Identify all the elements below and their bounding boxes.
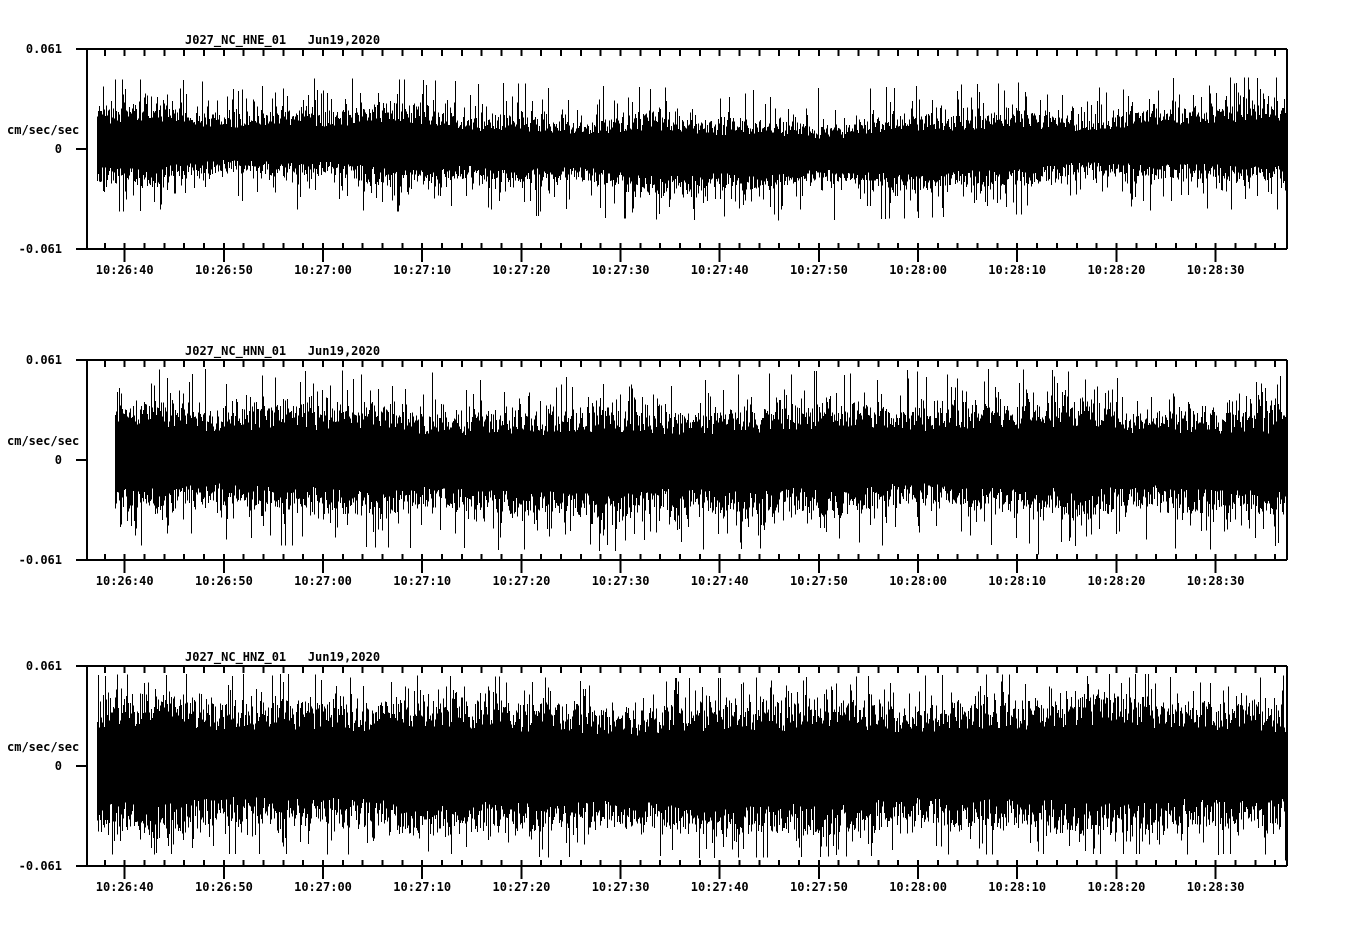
x-tick-label: 10:26:40 [96, 880, 154, 894]
x-tick-label: 10:26:50 [195, 880, 253, 894]
x-tick-label: 10:27:10 [393, 574, 451, 588]
panel-title: J027_NC_HNN_01 Jun19,2020 [185, 344, 380, 359]
x-tick-label: 10:27:40 [691, 880, 749, 894]
y-tick-label: 0.061 [26, 353, 62, 367]
x-tick-label: 10:27:30 [592, 574, 650, 588]
plot-frame [76, 48, 1288, 250]
x-tick-label: 10:27:40 [691, 263, 749, 277]
waveform-trace-hne [97, 77, 1288, 221]
x-tick-label: 10:28:10 [988, 880, 1046, 894]
y-axis-unit-label: cm/sec/sec [7, 123, 79, 137]
x-ticks [103, 666, 1277, 879]
y-tick-label: -0.061 [19, 553, 62, 567]
x-tick-label: 10:26:50 [195, 263, 253, 277]
x-tick-label: 10:27:00 [294, 574, 352, 588]
x-tick-label: 10:28:00 [889, 880, 947, 894]
x-tick-label: 10:28:20 [1088, 880, 1146, 894]
x-tick-label: 10:28:30 [1187, 880, 1245, 894]
x-tick-label: 10:28:10 [988, 263, 1046, 277]
y-tick-label: 0.061 [26, 42, 62, 56]
x-tick-label: 10:27:40 [691, 574, 749, 588]
plot-frame [76, 359, 1288, 561]
x-ticks [103, 49, 1277, 262]
x-tick-label: 10:28:00 [889, 263, 947, 277]
x-tick-label: 10:26:40 [96, 574, 154, 588]
x-tick-label: 10:27:50 [790, 880, 848, 894]
x-tick-label: 10:26:40 [96, 263, 154, 277]
y-tick-label: 0 [55, 142, 62, 156]
x-tick-label: 10:27:10 [393, 263, 451, 277]
x-tick-label: 10:28:10 [988, 574, 1046, 588]
y-tick-label: 0.061 [26, 659, 62, 673]
x-ticks [103, 360, 1277, 573]
panel-hnn: J027_NC_HNN_01 Jun19,2020 0.061 0 -0.061 cm/… [7, 344, 1288, 588]
waveform-trace-hnn [115, 369, 1288, 555]
panel-title: J027_NC_HNE_01 Jun19,2020 [185, 33, 380, 48]
x-tick-label: 10:27:00 [294, 263, 352, 277]
x-tick-label: 10:27:20 [493, 263, 551, 277]
x-tick-label: 10:27:00 [294, 880, 352, 894]
y-tick-label: -0.061 [19, 242, 62, 256]
x-tick-label: 10:28:30 [1187, 263, 1245, 277]
y-tick-label: -0.061 [19, 859, 62, 873]
x-tick-label: 10:28:20 [1088, 263, 1146, 277]
waveform-trace-hnz [97, 674, 1288, 861]
x-tick-label: 10:27:30 [592, 263, 650, 277]
y-tick-label: 0 [55, 759, 62, 773]
x-tick-label: 10:27:20 [493, 880, 551, 894]
x-tick-label: 10:28:30 [1187, 574, 1245, 588]
y-axis-unit-label: cm/sec/sec [7, 434, 79, 448]
x-tick-label: 10:27:30 [592, 880, 650, 894]
x-tick-label: 10:28:20 [1088, 574, 1146, 588]
x-tick-label: 10:27:10 [393, 880, 451, 894]
y-axis-unit-label: cm/sec/sec [7, 740, 79, 754]
plot-frame [76, 665, 1288, 867]
panel-hnz: J027_NC_HNZ_01 Jun19,2020 0.061 0 -0.061 cm/… [7, 650, 1288, 894]
panel-title: J027_NC_HNZ_01 Jun19,2020 [185, 650, 380, 665]
x-tick-label: 10:27:50 [790, 574, 848, 588]
y-tick-label: 0 [55, 453, 62, 467]
x-tick-label: 10:27:50 [790, 263, 848, 277]
x-tick-label: 10:28:00 [889, 574, 947, 588]
x-tick-label: 10:26:50 [195, 574, 253, 588]
panel-hne: J027_NC_HNE_01 Jun19,2020 0.061 0 -0.061 cm/… [7, 33, 1288, 277]
x-tick-label: 10:27:20 [493, 574, 551, 588]
